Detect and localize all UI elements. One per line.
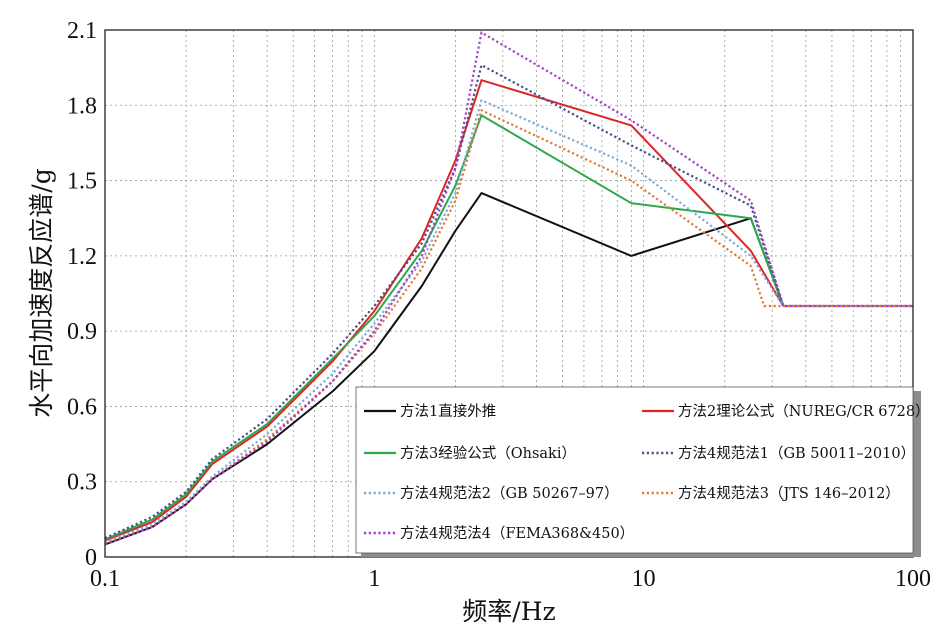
legend-label-6: 方法4规范法3（JTS 146–2012）: [678, 485, 900, 502]
y-tick-label: 0.3: [67, 470, 97, 496]
series-line-3: [104, 114, 913, 541]
series-lines: [104, 31, 913, 546]
x-tick-label: 10: [632, 566, 656, 592]
series-line-7: [104, 31, 913, 546]
y-tick-label: 0.9: [67, 319, 97, 345]
legend: 方法1直接外推 方法2理论公式（NUREG/CR 6728） 方法3经验公式（Ohs…: [355, 386, 930, 557]
legend-label-4: 方法4规范法1（GB 50011–2010）: [678, 445, 915, 462]
y-tick-label: 1.2: [67, 244, 97, 270]
legend-label-1: 方法1直接外推: [400, 403, 496, 420]
legend-label-5: 方法4规范法2（GB 50267–97）: [400, 485, 619, 502]
series-line-4: [104, 63, 913, 540]
y-tick-label: 1.8: [67, 93, 97, 119]
x-axis-title: 频率/Hz: [462, 597, 555, 626]
legend-label-2: 方法2理论公式（NUREG/CR 6728）: [678, 403, 930, 420]
y-tick-label: 1.5: [67, 169, 97, 195]
x-tick-label: 100: [895, 566, 931, 592]
legend-label-7: 方法4规范法4（FEMA368&450）: [400, 525, 634, 542]
legend-box: [355, 386, 914, 554]
y-axis-title: 水平向加速度反应谱/g: [27, 168, 56, 417]
y-tick-label: 2.1: [67, 18, 97, 44]
y-tick-label: 0: [85, 545, 97, 571]
x-tick-label: 1: [368, 566, 380, 592]
legend-label-3: 方法3经验公式（Ohsaki）: [400, 445, 576, 462]
y-tick-label: 0.6: [67, 394, 97, 420]
x-tick-label: 0.1: [90, 566, 120, 592]
tick-labels: 0.1 1 10 100 0 0.3 0.6 0.9 1.2 1.5 1.8 2.1: [67, 18, 931, 592]
